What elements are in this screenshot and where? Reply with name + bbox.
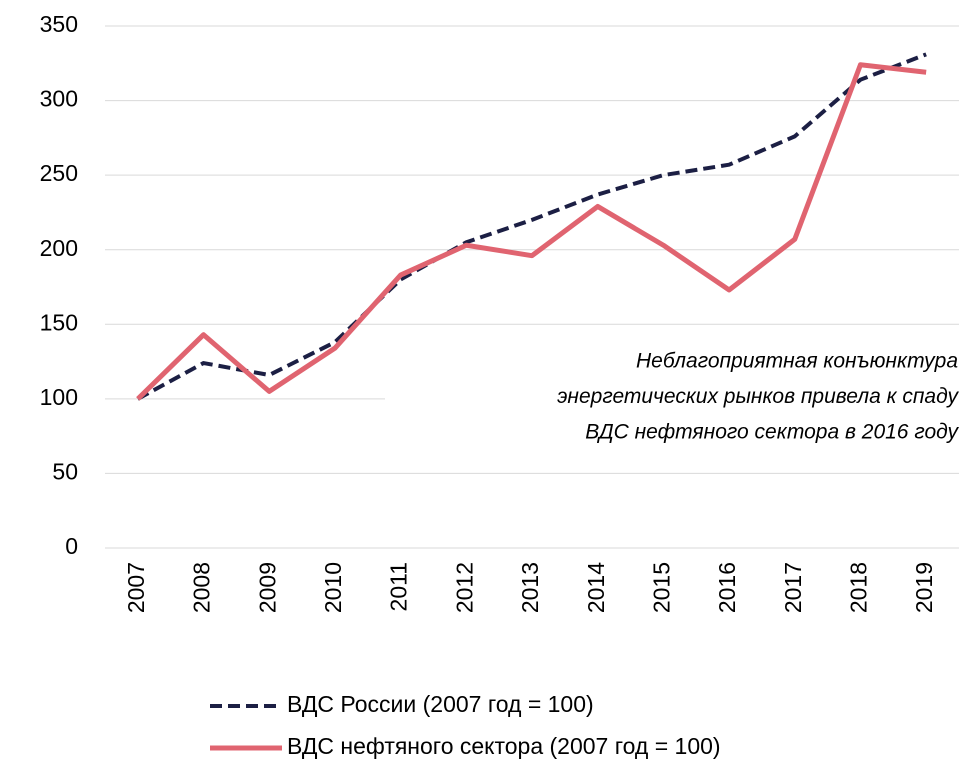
legend-label: ВДС России (2007 год = 100) (287, 691, 594, 717)
annotation-background (385, 338, 963, 454)
y-tick-label: 250 (40, 160, 78, 186)
x-tick-label: 2007 (123, 562, 149, 613)
y-tick-label: 150 (40, 309, 78, 335)
x-tick-label: 2015 (648, 562, 674, 613)
x-tick-label: 2009 (254, 562, 280, 613)
x-tick-label: 2019 (911, 562, 937, 613)
x-tick-label: 2011 (386, 562, 412, 611)
x-tick-label: 2018 (846, 562, 872, 613)
annotation: Неблагоприятная конъюнктура (636, 350, 958, 373)
x-tick-label: 2013 (517, 562, 543, 613)
y-tick-label: 100 (40, 384, 78, 410)
data-line (136, 52, 927, 401)
y-tick-label: 50 (52, 459, 78, 485)
x-tick-label: 2012 (451, 562, 477, 613)
annotation: ВДС нефтяного сектора в 2016 году (585, 421, 959, 444)
y-tick-label: 0 (65, 533, 78, 559)
annotation: энергетических рынков привела к спаду (557, 385, 959, 408)
x-tick-label: 2008 (189, 562, 215, 613)
x-tick-label: 2017 (780, 562, 806, 613)
x-tick-label: 2014 (583, 562, 609, 613)
y-tick-label: 200 (40, 235, 78, 261)
legend-label: ВДС нефтяного сектора (2007 год = 100) (287, 733, 721, 759)
y-tick-label: 300 (40, 86, 78, 112)
x-tick-label: 2010 (320, 562, 346, 613)
x-tick-label: 2016 (714, 562, 740, 613)
y-tick-label: 350 (40, 11, 78, 37)
data-line (136, 62, 927, 401)
